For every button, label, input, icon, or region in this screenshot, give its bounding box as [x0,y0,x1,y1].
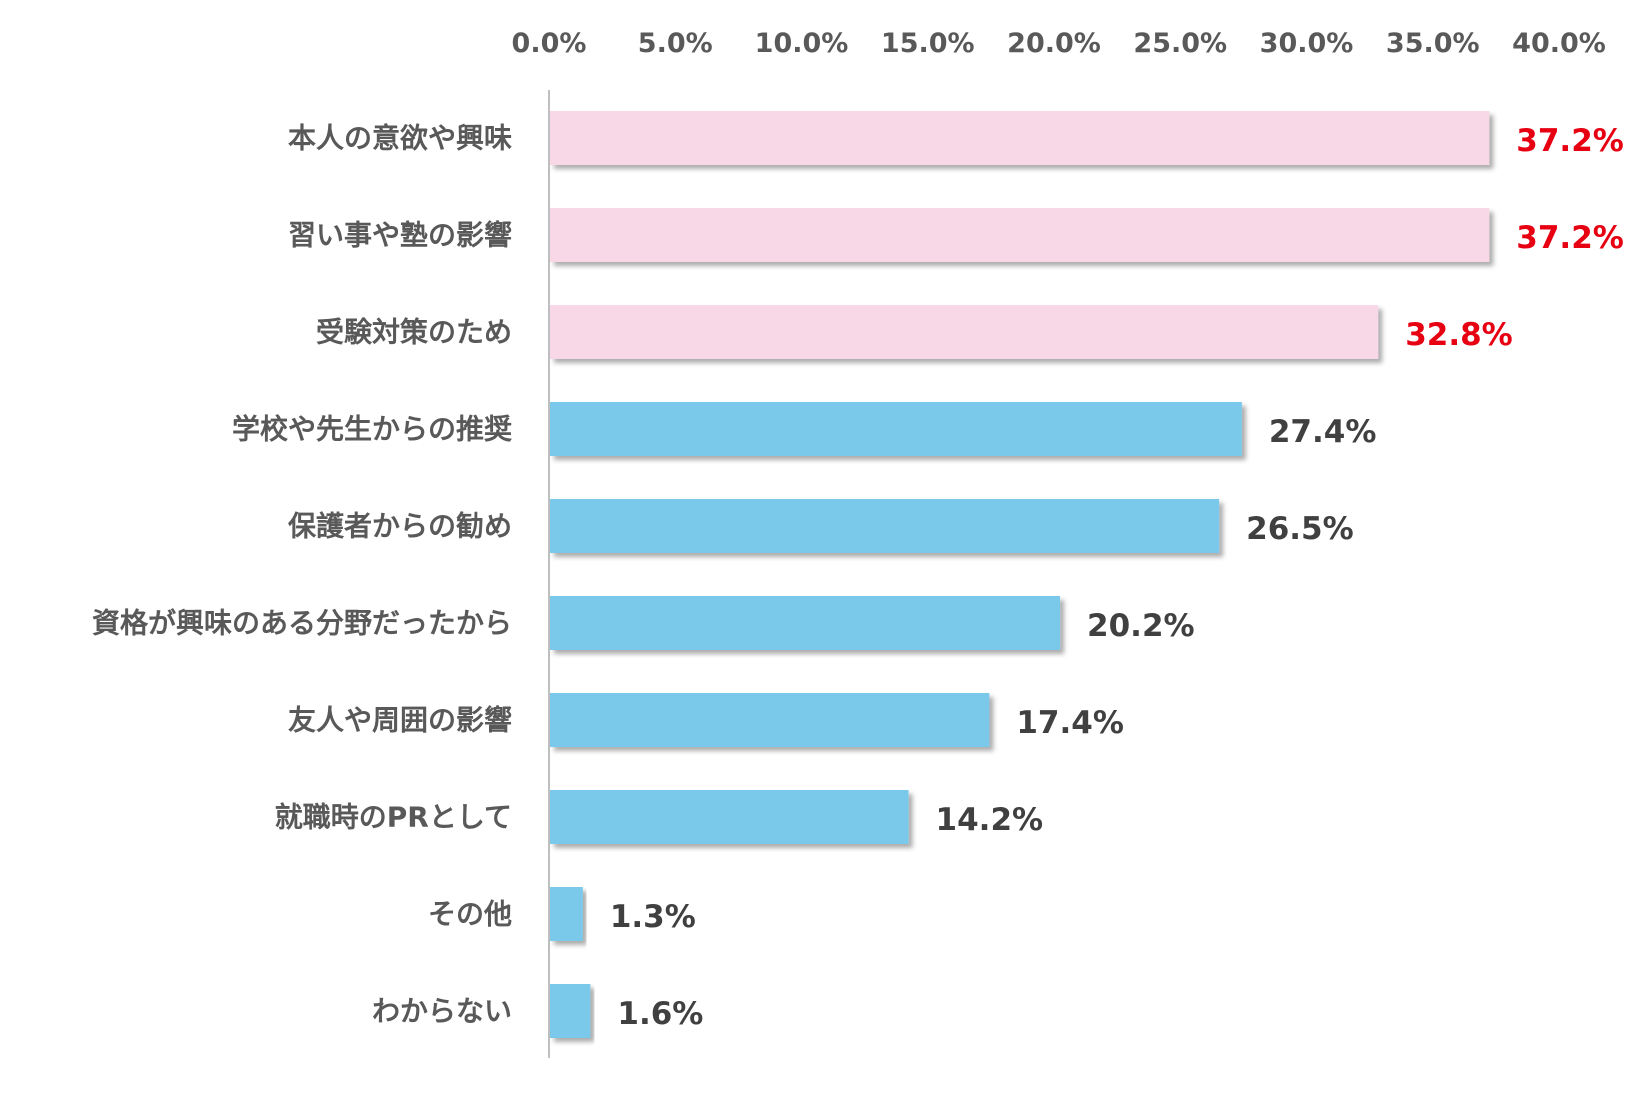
bar [550,208,1490,262]
x-tick-label: 0.0% [512,28,587,59]
value-label: 27.4% [1269,414,1377,450]
bar [550,596,1061,650]
category-label: 就職時のPRとして [275,801,512,834]
category-label: 友人や周囲の影響 [288,704,512,737]
x-tick-label: 25.0% [1133,28,1227,59]
value-labels: 37.2% 37.2% 32.8% 27.4% 26.5% 20.2% 17.4% 14.2%… [610,123,1624,1032]
category-label: わからない [372,995,512,1028]
value-label: 1.3% [610,899,696,935]
value-label: 1.6% [617,996,703,1032]
bar [550,499,1220,553]
bar [550,693,990,747]
x-axis-ticks: 0.0% 5.0% 10.0% 15.0% 20.0% 25.0% 30.0% 35.0% 40… [512,28,1606,59]
value-label: 37.2% [1516,123,1624,159]
bar [550,984,591,1038]
bar [550,402,1242,456]
value-label: 26.5% [1246,511,1354,547]
value-label: 32.8% [1405,317,1513,353]
category-label: 学校や先生からの推奨 [232,413,513,446]
x-tick-label: 15.0% [881,28,975,59]
x-tick-label: 40.0% [1512,28,1606,59]
category-label: 習い事や塾の影響 [288,219,512,252]
x-tick-label: 30.0% [1260,28,1354,59]
category-labels: 本人の意欲や興味習い事や塾の影響受験対策のため学校や先生からの推奨保護者からの勧… [92,122,513,1028]
bar [550,111,1490,165]
x-tick-label: 10.0% [755,28,849,59]
bar [550,887,583,941]
category-label: 本人の意欲や興味 [288,122,512,155]
value-label: 17.4% [1016,705,1124,741]
category-label: 受験対策のため [316,316,512,349]
x-tick-label: 20.0% [1007,28,1101,59]
x-tick-label: 5.0% [638,28,713,59]
bar [550,305,1379,359]
bars [550,111,1490,1038]
bar [550,790,909,844]
value-label: 20.2% [1087,608,1195,644]
value-label: 37.2% [1516,220,1624,256]
category-label: 保護者からの勧め [288,510,512,543]
value-label: 14.2% [936,802,1044,838]
x-tick-label: 35.0% [1386,28,1480,59]
category-label: その他 [428,898,512,931]
category-label: 資格が興味のある分野だったから [92,607,512,640]
